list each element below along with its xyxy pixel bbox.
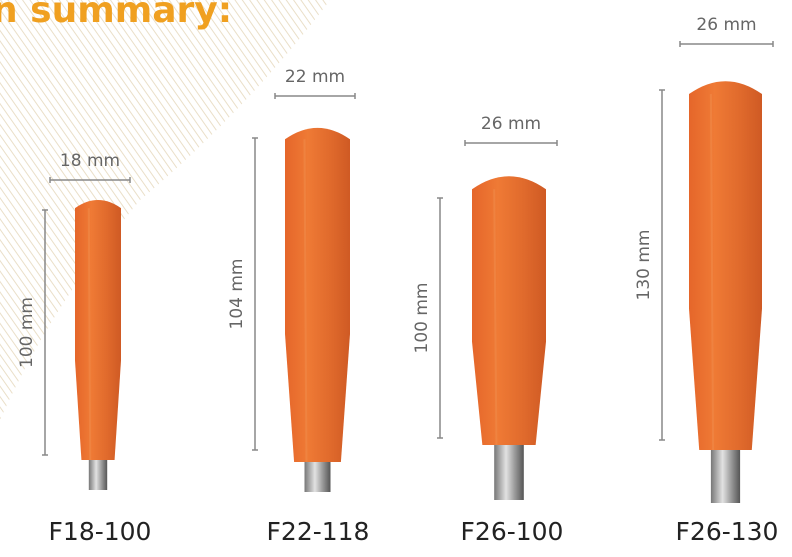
handle [75,200,121,460]
handle [472,176,546,446]
handle [285,127,350,463]
product-name: F18-100 [49,517,152,546]
width-label: 26 mm [481,114,541,134]
facet [87,208,92,461]
products: 18 mm 100 mm F18-100 22 mm 104 mm F22-118 26 m… [17,15,778,546]
width-label: 18 mm [60,151,120,171]
height-label: 130 mm [634,230,654,301]
product-name: F26-130 [676,517,779,546]
facet [303,139,308,463]
product-name: F26-100 [461,517,564,546]
height-label: 104 mm [227,259,247,330]
facet [709,94,715,451]
width-label: 26 mm [696,15,756,35]
pin [494,441,524,500]
facet [493,189,498,446]
background-hatch [0,0,330,420]
title: n summary: [0,0,232,31]
pin [304,458,331,492]
pin [710,446,741,503]
width-label: 22 mm [285,67,345,87]
pin [88,456,108,490]
height-label: 100 mm [17,297,37,368]
product-name: F22-118 [267,517,370,546]
handle [689,81,762,450]
height-label: 100 mm [412,283,432,354]
